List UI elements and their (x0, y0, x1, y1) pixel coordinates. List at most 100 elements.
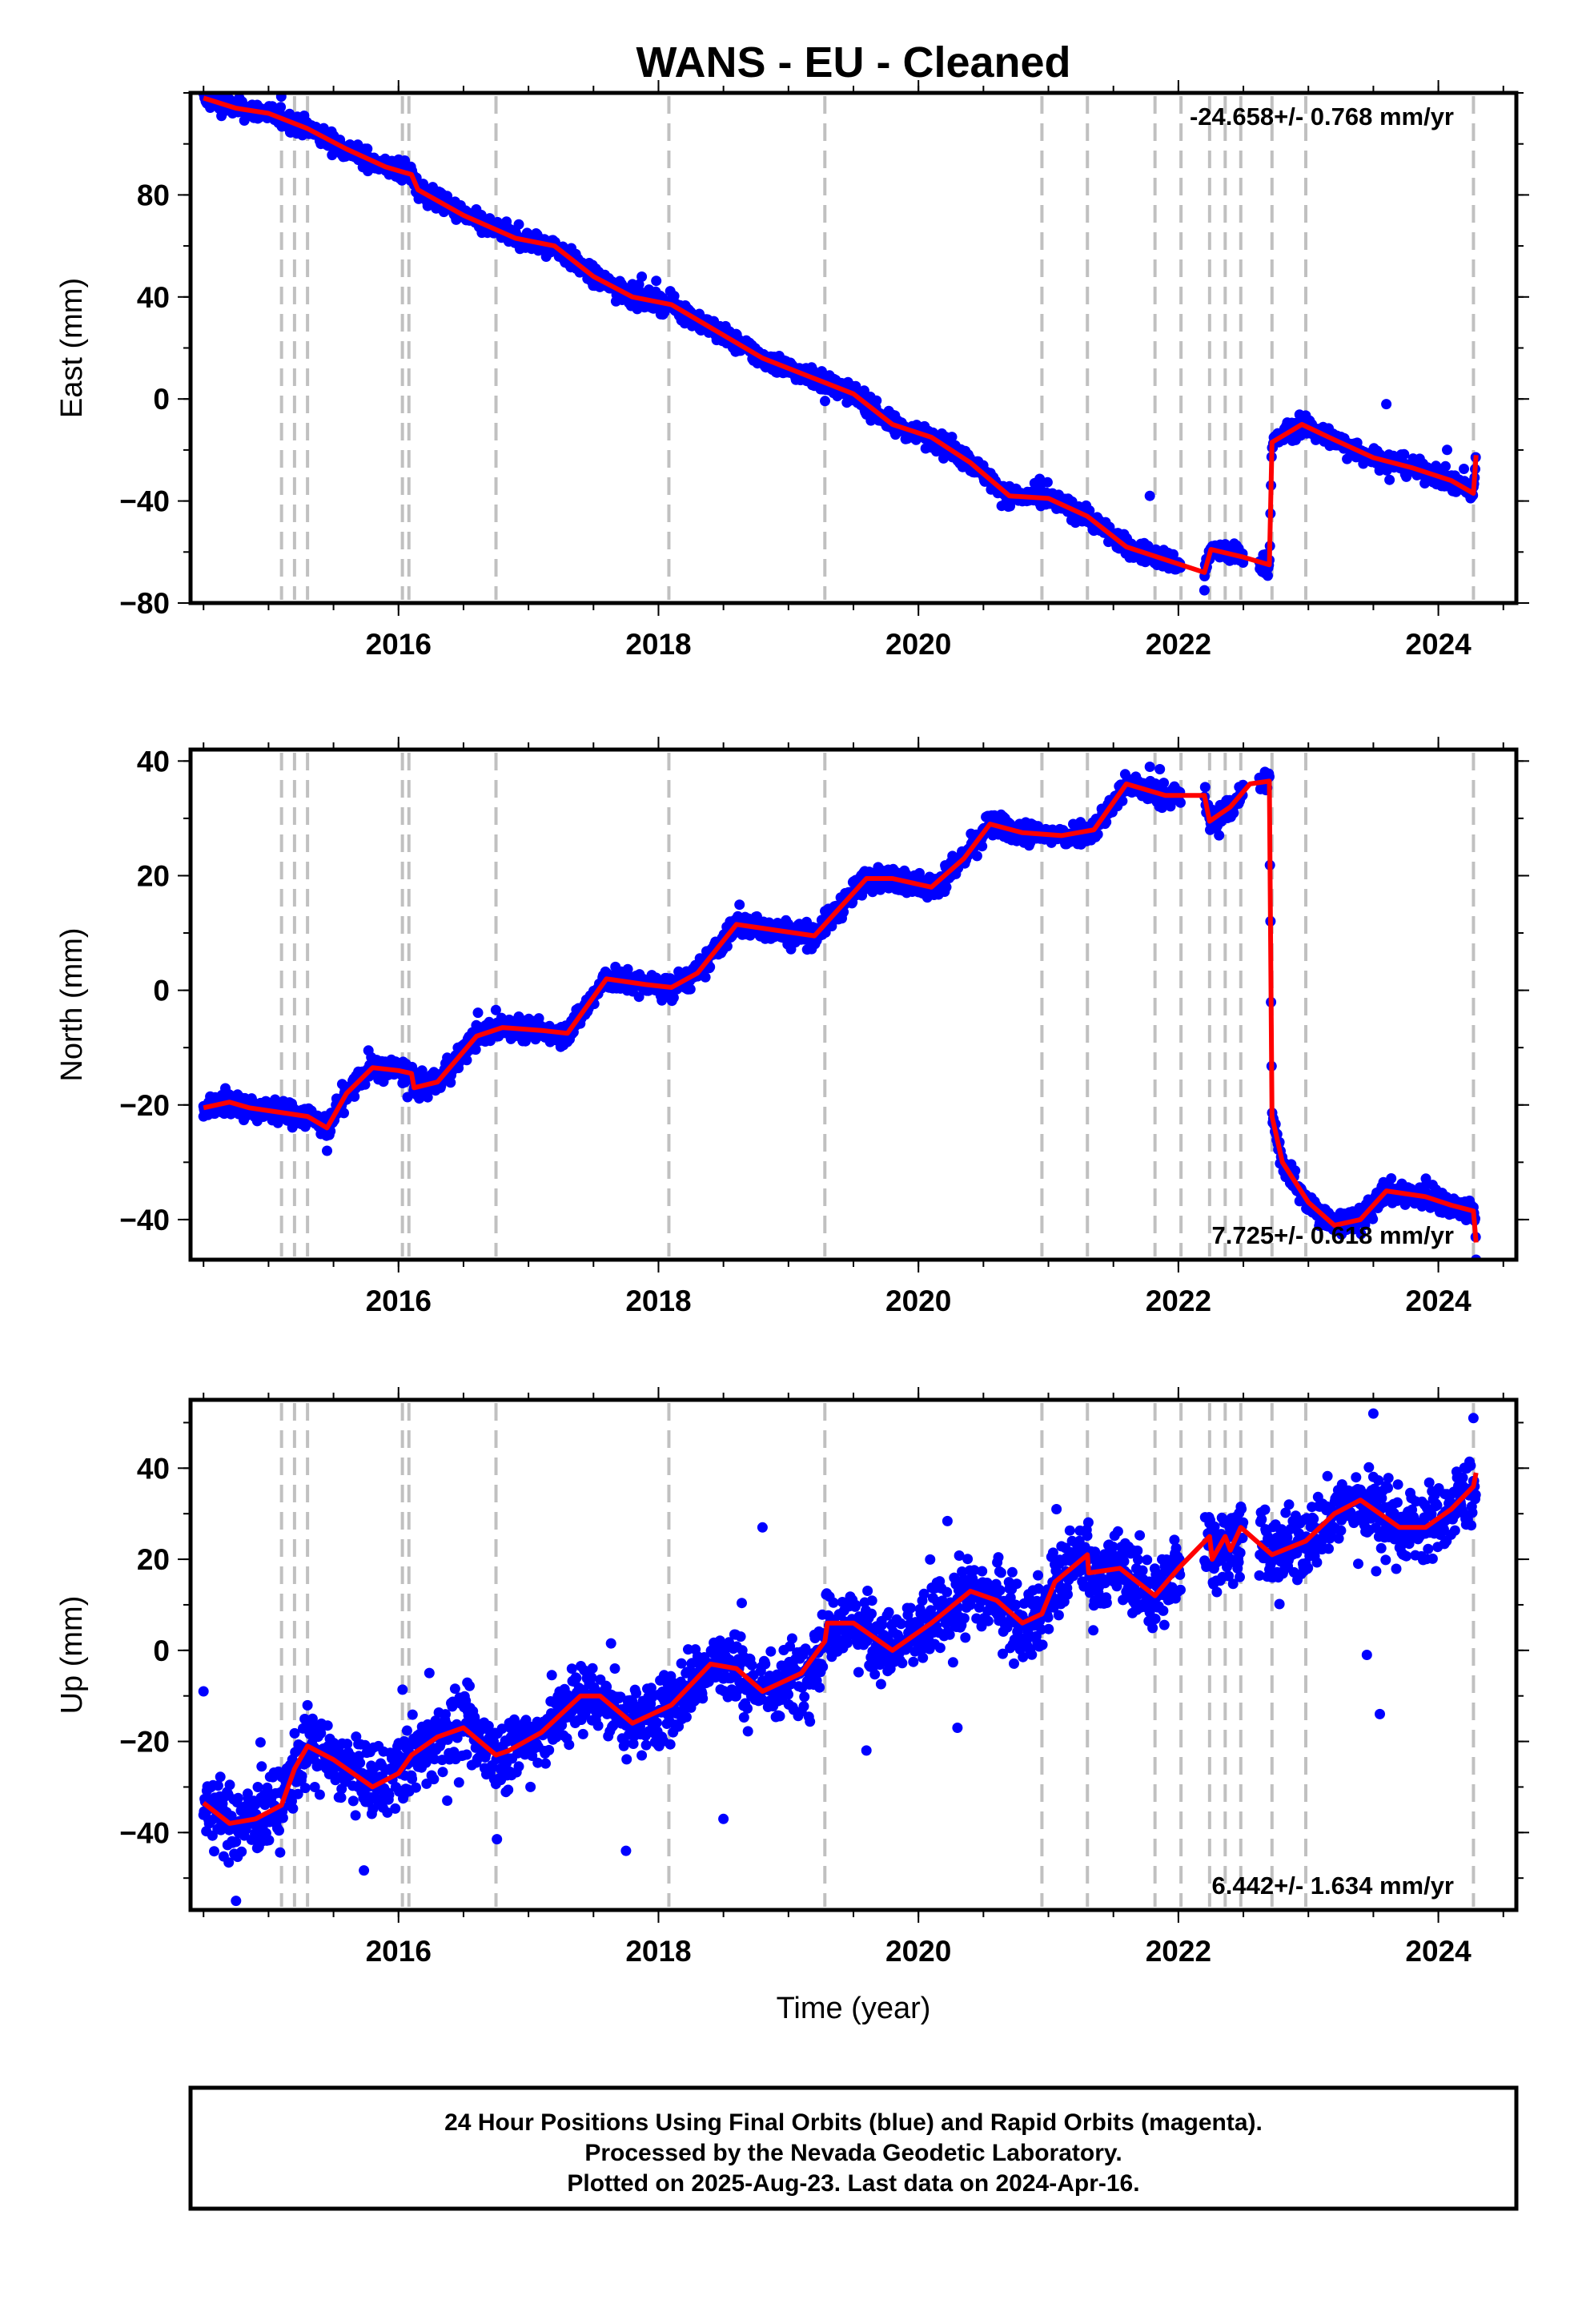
east-point-810 (651, 275, 662, 287)
north-point-1711 (1154, 764, 1166, 774)
up-point-135 (274, 1825, 284, 1836)
east-point-2078 (1399, 448, 1410, 460)
north-point-365 (402, 1092, 413, 1103)
north-point-491 (472, 1007, 484, 1019)
up-point-222 (322, 1720, 333, 1731)
east-y-tick-label-80: 80 (137, 179, 170, 211)
north-point-2117 (1420, 1173, 1431, 1184)
east-point-2155 (1442, 444, 1452, 456)
chart-title: WANS - EU - Cleaned (636, 38, 1070, 86)
north-point-270 (349, 1091, 360, 1102)
north-point-871 (685, 983, 696, 995)
up-point-97 (252, 1782, 263, 1792)
north-outlier-point-2 (1144, 762, 1155, 772)
north-point-959 (734, 899, 745, 911)
north-point-2055 (1386, 1173, 1397, 1184)
up-point-117 (263, 1835, 275, 1846)
north-point-471 (461, 1055, 472, 1066)
north-point-1801 (1228, 807, 1239, 818)
north-outlier-point-1 (322, 1145, 332, 1156)
north-model-line (203, 778, 1479, 1243)
up-point-142 (277, 1812, 288, 1823)
up-point-137 (275, 1847, 286, 1858)
up-point-303 (367, 1803, 379, 1815)
east-point-784 (636, 271, 648, 282)
north-point-523 (490, 1004, 501, 1015)
north-point-1393 (977, 841, 988, 852)
north-outlier-point-0 (198, 1111, 209, 1122)
east-x-tick-label-2022: 2022 (1146, 628, 1211, 661)
north-x-tick-label-2018: 2018 (625, 1285, 691, 1317)
east-point-2152 (1440, 460, 1451, 472)
north-point-487 (470, 1044, 481, 1055)
east-y-tick-label--40: −40 (119, 485, 170, 518)
east-point-1112 (820, 396, 830, 407)
up-point-210 (315, 1727, 327, 1739)
east-point-1204 (871, 395, 882, 406)
east-x-tick-label-2020: 2020 (885, 628, 951, 661)
north-point-1730 (1165, 801, 1176, 812)
up-point-280 (355, 1757, 366, 1768)
up-point-104 (256, 1761, 267, 1772)
up-point-246 (335, 1792, 347, 1803)
up-point-272 (350, 1810, 361, 1821)
north-point-841 (668, 992, 679, 1003)
up-point-62 (233, 1792, 243, 1803)
east-x-tick-label-2024: 2024 (1405, 628, 1472, 661)
north-rate-label: 7.725+/- 0.618 mm/yr (1212, 1221, 1454, 1249)
up-point-182 (299, 1783, 311, 1794)
east-outlier-point-0 (1144, 490, 1155, 501)
up-point-160 (287, 1803, 299, 1814)
east-y-tick-label--80: −80 (119, 587, 170, 620)
up-point-176 (296, 1771, 307, 1782)
north-point-2001 (1355, 1228, 1367, 1240)
east-rate-label: -24.658+/- 0.768 mm/yr (1190, 103, 1454, 131)
north-y-tick-label--40: −40 (119, 1204, 170, 1236)
east-point-2052 (1384, 474, 1395, 485)
up-point-268 (347, 1795, 359, 1807)
east-point-1510 (1042, 476, 1053, 488)
east-x-tick-label-2018: 2018 (625, 628, 691, 661)
east-point-138 (275, 102, 287, 113)
north-point-2008 (1359, 1220, 1371, 1231)
north-point-1718 (1158, 778, 1170, 789)
north-point-1329 (941, 882, 952, 893)
north-point-251 (339, 1108, 349, 1119)
east-y-tick-label-40: 40 (137, 281, 170, 314)
up-point-47 (224, 1779, 235, 1791)
east-x-tick-label-2016: 2016 (366, 628, 432, 661)
north-y-axis-label: North (mm) (55, 927, 89, 1081)
north-point-391 (416, 1065, 428, 1076)
up-point-186 (302, 1699, 313, 1711)
up-point-181 (299, 1714, 311, 1724)
up-point-58 (231, 1836, 242, 1848)
up-point-102 (255, 1737, 266, 1748)
north-point-401 (422, 1092, 433, 1103)
north-point-1883 (1290, 1165, 1301, 1176)
north-point-1748 (1175, 797, 1186, 808)
east-point-564 (513, 219, 524, 230)
up-point-19 (209, 1846, 219, 1857)
north-y-tick-label-40: 40 (137, 745, 170, 778)
up-point-208 (314, 1789, 325, 1800)
north-y-tick-label-20: 20 (137, 859, 170, 892)
up-point-257 (342, 1739, 353, 1750)
north-y-tick-label-0: 0 (153, 975, 170, 1007)
up-point-50 (226, 1811, 237, 1822)
east-point-139 (275, 93, 287, 102)
east-y-axis-label: East (mm) (55, 278, 89, 418)
north-point-386 (414, 1093, 425, 1104)
east-outlier-point-4 (627, 279, 638, 290)
up-point-45 (223, 1857, 235, 1868)
east-outlier-point-1 (1199, 585, 1210, 596)
up-point-169 (292, 1788, 303, 1799)
north-point-1750 (1199, 782, 1211, 793)
up-point-287 (359, 1865, 370, 1876)
east-point-293 (362, 143, 373, 155)
east-point-1834 (1263, 570, 1273, 581)
north-point-779 (633, 991, 644, 1003)
